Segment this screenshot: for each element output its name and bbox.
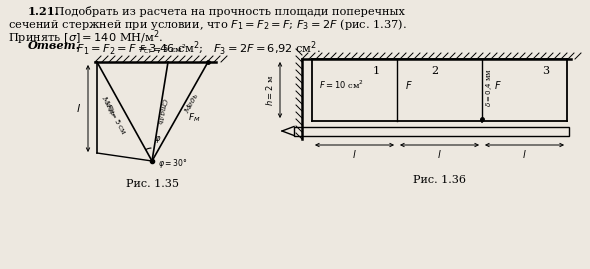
Text: 2: 2 [431,66,438,76]
Text: $l$: $l$ [77,101,81,114]
Text: Рис. 1.36: Рис. 1.36 [413,175,466,185]
Text: $l$: $l$ [437,148,442,160]
Text: Рис. 1.35: Рис. 1.35 [126,179,179,189]
Text: $\varphi=30°$: $\varphi=30°$ [158,157,187,170]
Text: $l$: $l$ [352,148,357,160]
Text: $F$: $F$ [405,79,413,91]
Text: Подобрать из расчета на прочность площади поперечных: Подобрать из расчета на прочность площад… [51,6,405,17]
Text: Медь: Медь [183,92,201,115]
Text: $F_{\mathrm{СТ}}=5$ см$^2$: $F_{\mathrm{СТ}}=5$ см$^2$ [139,42,186,56]
Text: Сталь: Сталь [156,98,168,125]
Text: Принять $[\sigma] = 140$ МН/м$^2$.: Принять $[\sigma] = 140$ МН/м$^2$. [8,28,163,47]
Text: $F=10$ см$^2$: $F=10$ см$^2$ [319,79,364,91]
Text: 3: 3 [542,66,549,76]
Text: $\varphi$: $\varphi$ [154,134,162,145]
Text: $F_1 = F_2 = F = 3{,}46$ см$^2$;   $F_3 = 2F = 6{,}92$ см$^2$.: $F_1 = F_2 = F = 3{,}46$ см$^2$; $F_3 = … [73,40,321,58]
Text: $F_M=5$ см: $F_M=5$ см [101,102,127,137]
FancyBboxPatch shape [294,126,569,136]
Text: $F_M$: $F_M$ [188,111,200,124]
Text: 1.21.: 1.21. [28,6,60,17]
Text: 1: 1 [372,66,379,76]
Text: Медь: Медь [100,94,117,117]
Text: $l$: $l$ [522,148,527,160]
Text: $h=2$ м: $h=2$ м [264,74,275,106]
Text: Ответ.: Ответ. [28,40,81,51]
Text: $F$: $F$ [494,79,502,91]
Text: $\delta=0{,}4$ мм: $\delta=0{,}4$ мм [484,69,494,107]
Text: сечений стержней при условии, что $F_1= F_2= F$; $F_3= 2F$ (рис. 1.37).: сечений стержней при условии, что $F_1= … [8,17,407,32]
